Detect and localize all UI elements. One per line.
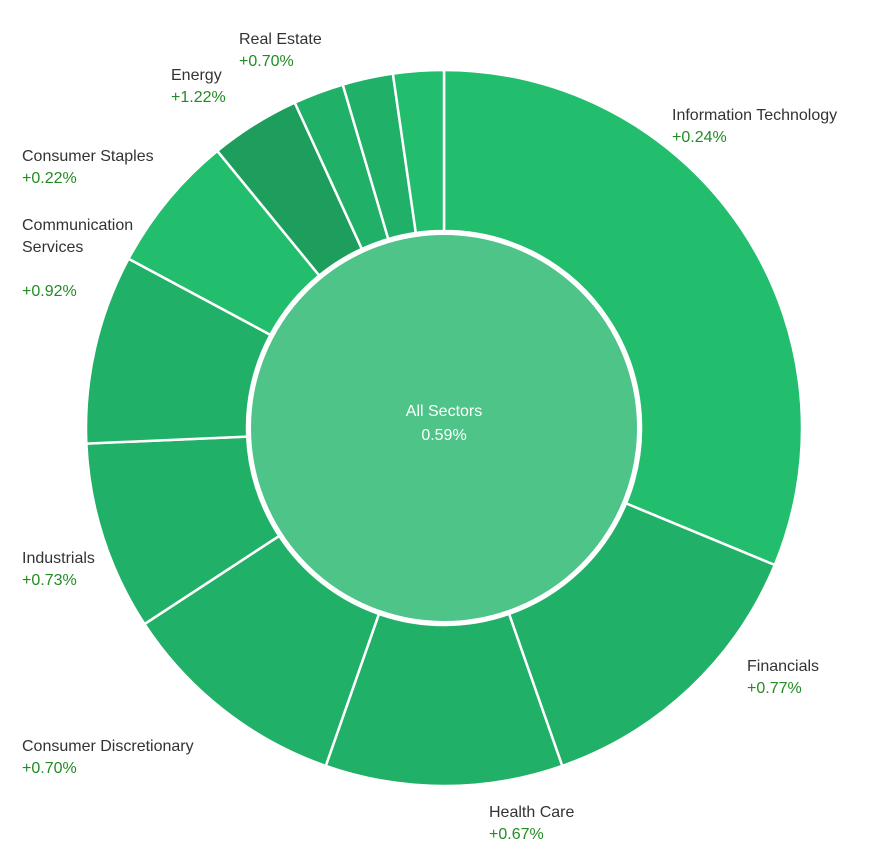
label-energy: Energy +1.22%	[171, 65, 226, 109]
label-consumer-discretionary: Consumer Discretionary +0.70%	[22, 736, 194, 780]
sector-change: +0.73%	[22, 572, 77, 589]
label-information-technology: Information Technology +0.24%	[672, 105, 837, 149]
label-communication-services: Communication Services +0.92%	[22, 193, 133, 325]
sector-change: +0.77%	[747, 680, 802, 697]
center-value: 0.59%	[421, 427, 467, 444]
sector-change: +0.22%	[22, 170, 77, 187]
sector-name: Industrials	[22, 550, 95, 567]
sector-change: +0.67%	[489, 826, 544, 843]
sector-name: Communication Services	[22, 217, 134, 256]
sector-change: +0.70%	[239, 53, 294, 70]
label-health-care: Health Care +0.67%	[489, 802, 574, 846]
slice-financials[interactable]	[507, 501, 777, 768]
sector-name: Real Estate	[239, 31, 322, 48]
label-financials: Financials +0.77%	[747, 656, 819, 700]
sector-name: Energy	[171, 67, 222, 84]
slice-consumer-staples[interactable]	[391, 68, 446, 235]
sector-change: +0.70%	[22, 760, 77, 777]
center-circle[interactable]	[249, 233, 639, 623]
label-real-estate: Real Estate +0.70%	[239, 29, 322, 73]
sector-change: +1.22%	[171, 89, 226, 106]
sector-change: +0.24%	[672, 129, 727, 146]
sector-name: Information Technology	[672, 107, 838, 124]
center-label: All Sectors 0.59%	[344, 400, 544, 448]
sector-name: Consumer Discretionary	[22, 738, 194, 755]
label-consumer-staples: Consumer Staples +0.22%	[22, 146, 154, 190]
sector-change: +0.92%	[22, 283, 77, 300]
sector-name: Financials	[747, 658, 820, 675]
sector-name: Consumer Staples	[22, 148, 154, 165]
slice-information-technology[interactable]	[442, 68, 804, 567]
label-industrials: Industrials +0.73%	[22, 548, 95, 592]
center-title: All Sectors	[405, 403, 483, 420]
sector-name: Health Care	[489, 804, 575, 821]
